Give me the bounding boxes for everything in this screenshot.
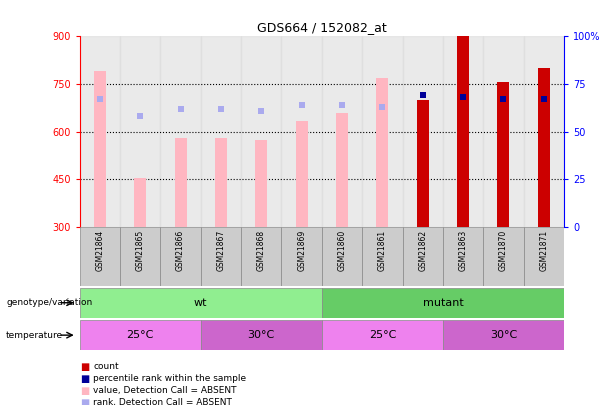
Bar [175, 138, 186, 227]
Bar [322, 227, 362, 286]
Bar [201, 36, 241, 227]
Text: GSM21860: GSM21860 [338, 230, 346, 271]
Bar [120, 227, 161, 286]
Text: GSM21869: GSM21869 [297, 230, 306, 271]
Bar [80, 288, 322, 318]
Text: GSM21863: GSM21863 [459, 230, 468, 271]
Text: GSM21870: GSM21870 [499, 230, 508, 271]
Bar [255, 140, 267, 227]
Text: ■: ■ [80, 362, 89, 371]
Text: rank, Detection Call = ABSENT: rank, Detection Call = ABSENT [93, 399, 232, 405]
Bar [241, 36, 281, 227]
Text: mutant: mutant [422, 298, 463, 308]
Text: GSM21865: GSM21865 [135, 230, 145, 271]
Text: GSM21864: GSM21864 [96, 230, 104, 271]
Text: temperature: temperature [6, 330, 63, 340]
Text: genotype/variation: genotype/variation [6, 298, 93, 307]
Bar [483, 36, 524, 227]
Bar [201, 227, 241, 286]
Bar [80, 36, 120, 227]
Bar [322, 288, 564, 318]
Bar [94, 71, 106, 227]
Text: GSM21867: GSM21867 [216, 230, 226, 271]
Text: 25°C: 25°C [368, 330, 396, 340]
Bar [403, 36, 443, 227]
Text: ■: ■ [80, 374, 89, 384]
Bar [134, 178, 147, 227]
Bar [524, 36, 564, 227]
Bar [241, 227, 281, 286]
Text: 30°C: 30°C [248, 330, 275, 340]
Bar [538, 68, 550, 227]
Bar [201, 320, 322, 350]
Text: GSM21861: GSM21861 [378, 230, 387, 271]
Bar [457, 36, 469, 227]
Text: GSM21868: GSM21868 [257, 230, 266, 271]
Text: count: count [93, 362, 119, 371]
Bar [80, 320, 201, 350]
Bar [524, 227, 564, 286]
Text: ■: ■ [80, 386, 89, 396]
Text: GSM21871: GSM21871 [539, 230, 548, 271]
Bar [161, 227, 201, 286]
Text: 25°C: 25°C [126, 330, 154, 340]
Bar [443, 36, 483, 227]
Text: ■: ■ [80, 398, 89, 405]
Title: GDS664 / 152082_at: GDS664 / 152082_at [257, 21, 387, 34]
Bar [80, 227, 120, 286]
Bar [322, 320, 443, 350]
Bar [161, 36, 201, 227]
Bar [281, 36, 322, 227]
Text: 30°C: 30°C [490, 330, 517, 340]
Bar [497, 83, 509, 227]
Bar [362, 227, 403, 286]
Bar [295, 121, 308, 227]
Text: GSM21866: GSM21866 [176, 230, 185, 271]
Bar [417, 100, 428, 227]
Bar [443, 320, 564, 350]
Bar [120, 36, 161, 227]
Bar [403, 227, 443, 286]
Bar [483, 227, 524, 286]
Bar [215, 138, 227, 227]
Bar [281, 227, 322, 286]
Text: value, Detection Call = ABSENT: value, Detection Call = ABSENT [93, 386, 237, 395]
Bar [336, 113, 348, 227]
Bar [322, 36, 362, 227]
Text: wt: wt [194, 298, 208, 308]
Text: GSM21862: GSM21862 [418, 230, 427, 271]
Bar [443, 227, 483, 286]
Bar [376, 78, 389, 227]
Text: percentile rank within the sample: percentile rank within the sample [93, 374, 246, 383]
Bar [362, 36, 403, 227]
